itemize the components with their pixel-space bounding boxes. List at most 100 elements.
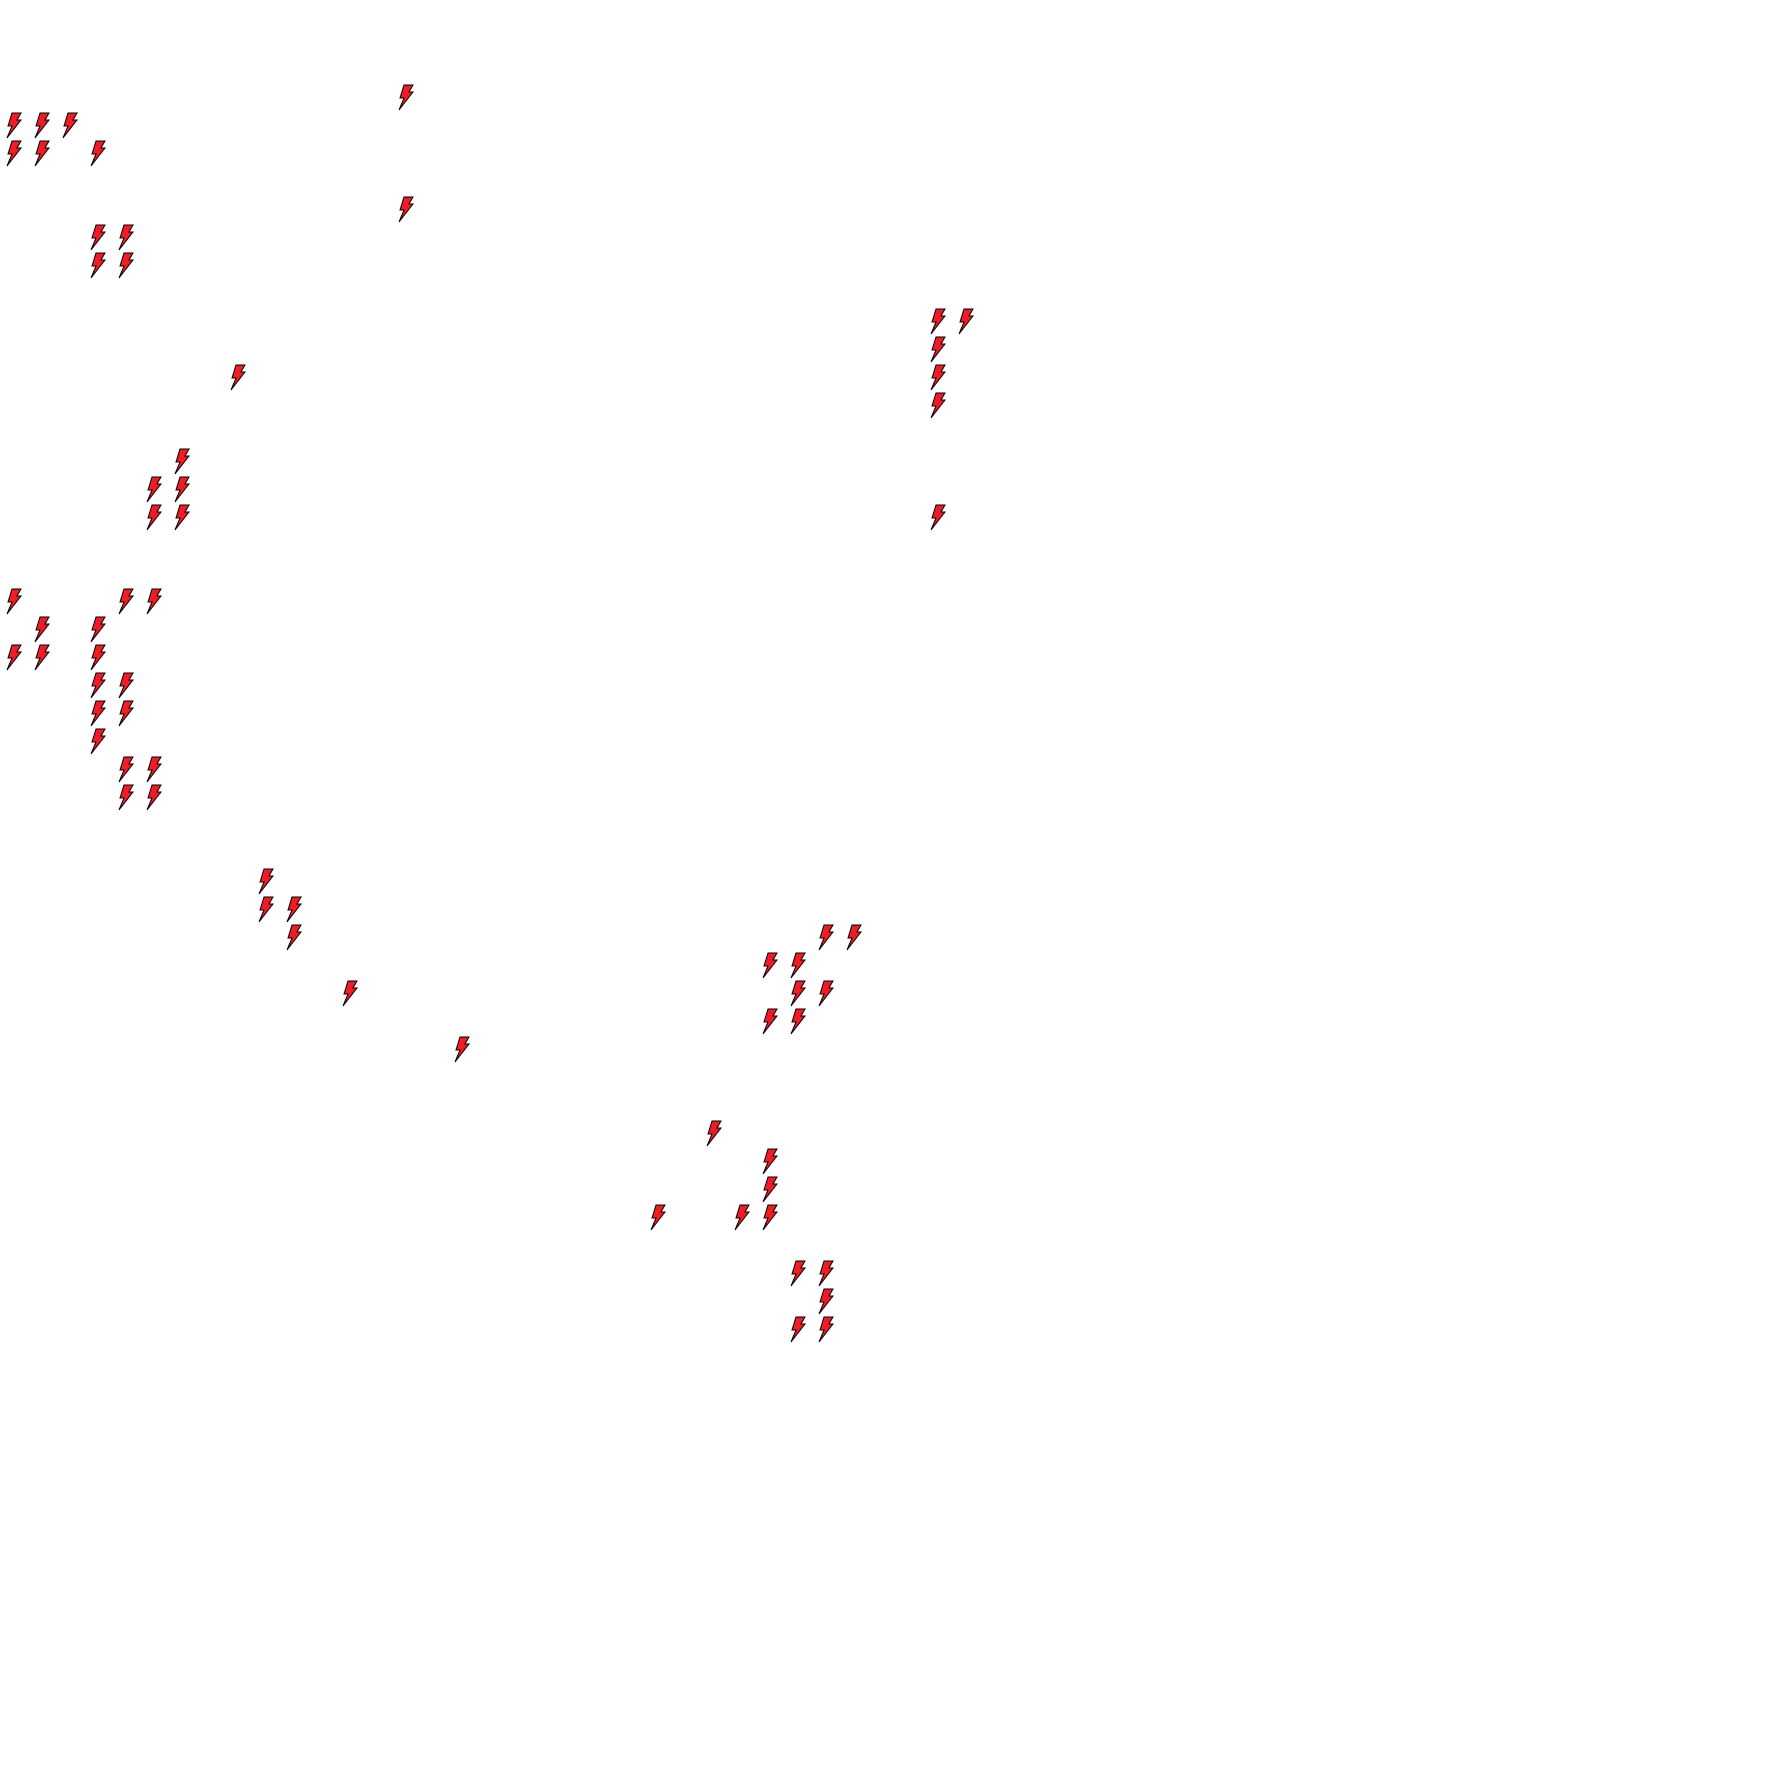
lightning-bolt-icon[interactable] <box>790 1316 807 1343</box>
lightning-bolt-icon[interactable] <box>6 140 23 167</box>
lightning-bolt-icon[interactable] <box>146 504 163 531</box>
lightning-bolt-icon[interactable] <box>846 924 863 951</box>
lightning-bolt-icon[interactable] <box>90 672 107 699</box>
lightning-bolt-shape <box>286 924 303 951</box>
lightning-bolt-shape <box>790 1008 807 1035</box>
lightning-bolt-icon[interactable] <box>790 1008 807 1035</box>
lightning-bolt-shape <box>790 1260 807 1287</box>
lightning-bolt-icon[interactable] <box>34 644 51 671</box>
lightning-bolt-icon[interactable] <box>818 924 835 951</box>
lightning-bolt-icon[interactable] <box>230 364 247 391</box>
lightning-bolt-icon[interactable] <box>818 1288 835 1315</box>
lightning-bolt-icon[interactable] <box>398 84 415 111</box>
lightning-bolt-shape <box>930 504 947 531</box>
lightning-bolt-icon[interactable] <box>174 504 191 531</box>
lightning-bolt-icon[interactable] <box>90 644 107 671</box>
lightning-bolt-icon[interactable] <box>958 308 975 335</box>
lightning-bolt-shape <box>118 224 135 251</box>
lightning-bolt-icon[interactable] <box>930 364 947 391</box>
lightning-bolt-icon[interactable] <box>90 728 107 755</box>
lightning-bolt-icon[interactable] <box>90 252 107 279</box>
lightning-bolt-icon[interactable] <box>398 196 415 223</box>
lightning-bolt-shape <box>818 924 835 951</box>
lightning-bolt-icon[interactable] <box>930 504 947 531</box>
lightning-bolt-icon[interactable] <box>6 644 23 671</box>
lightning-bolt-icon[interactable] <box>118 672 135 699</box>
lightning-bolt-icon[interactable] <box>734 1204 751 1231</box>
lightning-bolt-icon[interactable] <box>286 924 303 951</box>
lightning-bolt-shape <box>818 1316 835 1343</box>
lightning-bolt-shape <box>650 1204 667 1231</box>
lightning-bolt-icon[interactable] <box>146 588 163 615</box>
lightning-bolt-icon[interactable] <box>818 980 835 1007</box>
lightning-bolt-shape <box>230 364 247 391</box>
lightning-bolt-shape <box>762 1008 779 1035</box>
lightning-bolt-shape <box>118 588 135 615</box>
lightning-bolt-icon[interactable] <box>790 1260 807 1287</box>
lightning-bolt-icon[interactable] <box>930 392 947 419</box>
lightning-bolt-icon[interactable] <box>762 952 779 979</box>
lightning-bolt-icon[interactable] <box>118 784 135 811</box>
lightning-bolt-shape <box>930 336 947 363</box>
lightning-bolt-icon[interactable] <box>762 1008 779 1035</box>
lightning-bolt-icon[interactable] <box>762 1176 779 1203</box>
lightning-bolt-icon[interactable] <box>118 756 135 783</box>
lightning-bolt-icon[interactable] <box>62 112 79 139</box>
lightning-bolt-shape <box>818 1260 835 1287</box>
lightning-bolt-icon[interactable] <box>930 308 947 335</box>
lightning-bolt-icon[interactable] <box>6 588 23 615</box>
lightning-bolt-shape <box>34 616 51 643</box>
lightning-bolt-icon[interactable] <box>118 700 135 727</box>
lightning-bolt-shape <box>146 756 163 783</box>
lightning-bolt-icon[interactable] <box>258 896 275 923</box>
lightning-bolt-icon[interactable] <box>706 1120 723 1147</box>
lightning-bolt-shape <box>790 980 807 1007</box>
lightning-bolt-icon[interactable] <box>286 896 303 923</box>
lightning-bolt-icon[interactable] <box>818 1316 835 1343</box>
lightning-bolt-icon[interactable] <box>650 1204 667 1231</box>
lightning-bolt-icon[interactable] <box>34 140 51 167</box>
lightning-bolt-icon[interactable] <box>762 1204 779 1231</box>
lightning-bolt-icon[interactable] <box>90 700 107 727</box>
lightning-bolt-icon[interactable] <box>930 336 947 363</box>
lightning-bolt-icon[interactable] <box>34 616 51 643</box>
lightning-bolt-icon[interactable] <box>90 616 107 643</box>
lightning-bolt-icon[interactable] <box>146 756 163 783</box>
lightning-bolt-shape <box>118 252 135 279</box>
lightning-bolt-icon[interactable] <box>90 140 107 167</box>
lightning-bolt-icon[interactable] <box>118 224 135 251</box>
lightning-bolt-shape <box>146 476 163 503</box>
lightning-bolt-icon[interactable] <box>34 112 51 139</box>
lightning-bolt-shape <box>34 140 51 167</box>
lightning-bolt-icon[interactable] <box>174 448 191 475</box>
lightning-bolt-shape <box>342 980 359 1007</box>
lightning-bolt-shape <box>790 1316 807 1343</box>
lightning-bolt-icon[interactable] <box>790 952 807 979</box>
lightning-bolt-shape <box>90 224 107 251</box>
lightning-bolt-icon[interactable] <box>790 980 807 1007</box>
lightning-bolt-icon[interactable] <box>174 476 191 503</box>
lightning-bolt-shape <box>258 896 275 923</box>
lightning-bolt-icon[interactable] <box>90 224 107 251</box>
lightning-bolt-shape <box>6 644 23 671</box>
lightning-bolt-shape <box>90 700 107 727</box>
lightning-bolt-shape <box>34 112 51 139</box>
lightning-bolt-icon[interactable] <box>118 588 135 615</box>
lightning-bolt-icon[interactable] <box>818 1260 835 1287</box>
lightning-bolt-icon[interactable] <box>146 476 163 503</box>
lightning-bolt-icon[interactable] <box>146 784 163 811</box>
lightning-bolt-icon[interactable] <box>6 112 23 139</box>
lightning-bolt-shape <box>118 672 135 699</box>
lightning-bolt-shape <box>174 448 191 475</box>
lightning-bolt-shape <box>930 364 947 391</box>
lightning-bolt-shape <box>118 700 135 727</box>
lightning-bolt-icon[interactable] <box>118 252 135 279</box>
lightning-bolt-icon[interactable] <box>762 1148 779 1175</box>
lightning-bolt-shape <box>90 672 107 699</box>
lightning-bolt-icon[interactable] <box>258 868 275 895</box>
lightning-bolt-icon[interactable] <box>454 1036 471 1063</box>
lightning-bolt-icon[interactable] <box>342 980 359 1007</box>
lightning-bolt-shape <box>34 644 51 671</box>
lightning-bolt-shape <box>706 1120 723 1147</box>
